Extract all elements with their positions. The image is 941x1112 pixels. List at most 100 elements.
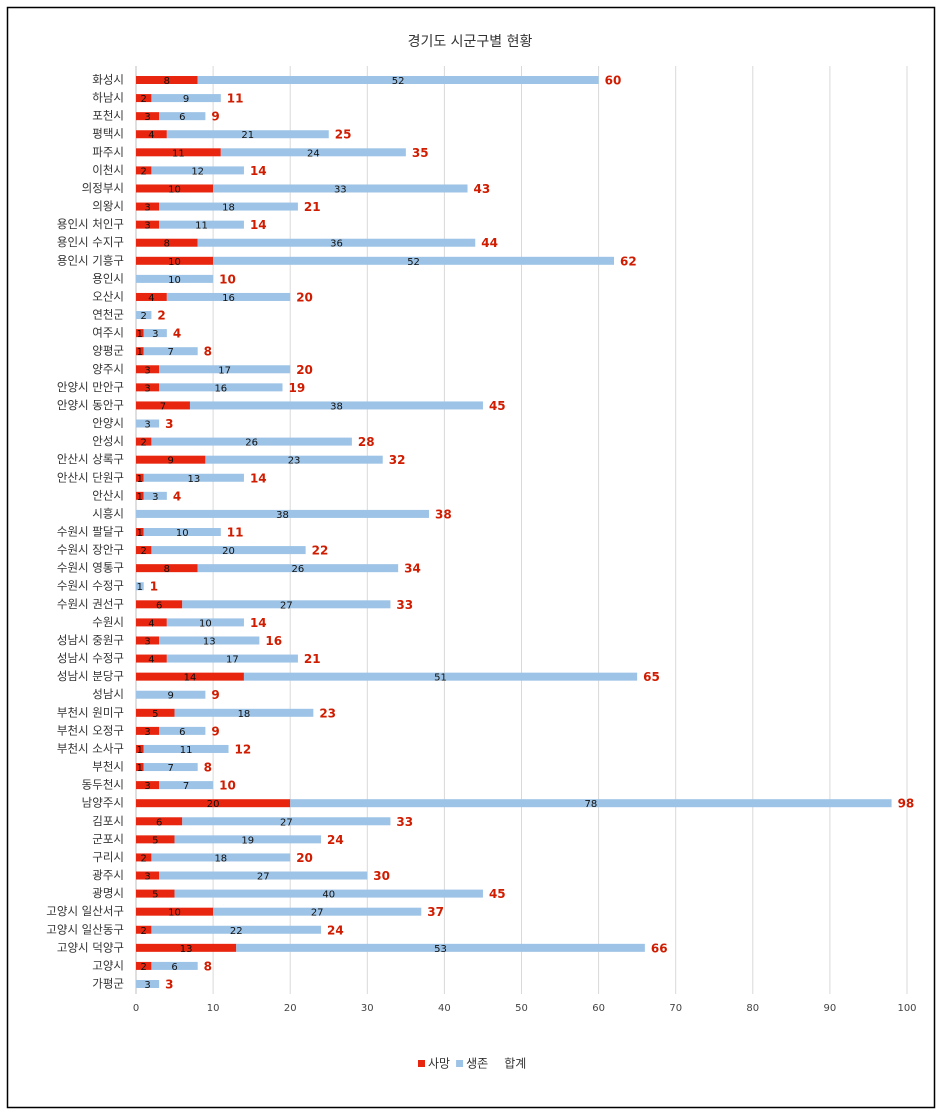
total-label: 10	[219, 779, 236, 793]
segment-label: 4	[148, 655, 154, 666]
bar-segment	[159, 781, 214, 790]
bar-segment	[143, 763, 198, 772]
y-tick-label: 양주시	[92, 362, 124, 376]
total-label: 22	[312, 544, 329, 558]
bar-segment	[166, 654, 298, 663]
bar-segment	[136, 871, 160, 880]
segment-label: 5	[152, 709, 158, 720]
x-tick-label: 0	[133, 1003, 139, 1014]
total-label: 20	[296, 363, 313, 377]
segment-label: 7	[160, 401, 166, 412]
y-tick-label: 가평군	[92, 977, 124, 991]
bar-segment	[136, 311, 152, 320]
segment-label: 1	[137, 474, 143, 485]
y-tick-label: 구리시	[92, 850, 124, 864]
bar-segment	[159, 636, 260, 645]
segment-label: 16	[222, 293, 235, 304]
total-label: 14	[250, 471, 267, 485]
bar-segment	[197, 238, 476, 247]
total-label: 45	[489, 887, 506, 901]
bar-segment	[151, 166, 244, 175]
bar-segment	[136, 763, 144, 772]
bar-segment	[136, 961, 152, 970]
segment-label: 11	[195, 221, 208, 232]
y-tick-label: 부천시	[92, 760, 124, 774]
segment-label: 3	[144, 203, 150, 214]
segment-label: 26	[245, 438, 258, 449]
segment-label: 11	[172, 148, 185, 159]
bar-segment	[136, 618, 167, 627]
segment-label: 13	[180, 944, 193, 955]
total-label: 8	[204, 345, 212, 359]
bar-segment	[136, 419, 160, 428]
y-tick-label: 성남시 분당구	[57, 669, 124, 683]
segment-label: 18	[238, 709, 251, 720]
total-label: 24	[327, 923, 344, 937]
segment-label: 52	[392, 76, 405, 87]
y-tick-label: 수원시 영통구	[57, 561, 124, 575]
segment-label: 23	[288, 456, 301, 467]
segment-label: 14	[184, 673, 197, 684]
segment-label: 2	[141, 311, 147, 322]
total-label: 30	[373, 869, 390, 883]
bar-segment	[213, 907, 422, 916]
total-label: 14	[250, 616, 267, 630]
segment-label: 51	[434, 673, 447, 684]
segment-label: 2	[141, 962, 147, 973]
bar-segment	[151, 94, 221, 103]
bar-segment	[166, 292, 291, 301]
bar-segment	[159, 220, 244, 229]
segment-label: 18	[214, 853, 227, 864]
segment-label: 27	[257, 872, 270, 883]
total-label: 44	[481, 236, 498, 250]
total-label: 16	[265, 634, 282, 648]
x-tick-label: 100	[897, 1003, 916, 1014]
segment-label: 8	[164, 239, 170, 250]
total-label: 21	[304, 652, 321, 666]
total-label: 11	[227, 92, 244, 106]
bar-segment	[159, 365, 291, 374]
y-tick-label: 수원시 권선구	[57, 597, 124, 611]
bar-segment	[143, 329, 167, 338]
bar-segment	[197, 564, 399, 573]
bar-segment	[159, 202, 298, 211]
y-tick-label: 광명시	[92, 886, 124, 900]
y-tick-label: 안산시	[92, 488, 124, 502]
segment-label: 13	[187, 474, 200, 485]
segment-label: 10	[199, 618, 212, 629]
total-label: 8	[204, 959, 212, 973]
bar-segment	[143, 744, 229, 753]
segment-label: 2	[141, 853, 147, 864]
segment-label: 38	[276, 510, 289, 521]
bar-segment	[143, 528, 221, 536]
total-label: 9	[211, 724, 219, 738]
segment-label: 3	[144, 781, 150, 792]
bar-segment	[159, 383, 283, 392]
y-tick-label: 안양시	[92, 416, 124, 430]
total-label: 65	[643, 670, 660, 684]
bar-segment	[136, 636, 160, 645]
bar-segment	[243, 672, 638, 681]
segment-label: 3	[144, 872, 150, 883]
bar-segment	[136, 744, 144, 753]
bar-segment	[143, 491, 167, 500]
bar-segment	[136, 94, 152, 103]
segment-label: 1	[137, 528, 143, 539]
bar-segment	[174, 889, 483, 898]
segment-label: 6	[171, 962, 177, 973]
bar-segment	[136, 76, 198, 84]
bar-segment	[174, 835, 322, 844]
segment-label: 1	[137, 347, 143, 358]
segment-label: 20	[222, 546, 235, 557]
segment-label: 52	[407, 257, 420, 268]
bar-segment	[136, 564, 198, 573]
y-tick-label: 수원시 수정구	[57, 579, 124, 593]
bar-segment	[136, 889, 175, 898]
segment-label: 36	[330, 239, 343, 250]
segment-label: 17	[226, 655, 239, 666]
bar-segment	[136, 238, 198, 247]
bar-segment	[136, 437, 152, 446]
segment-label: 10	[168, 275, 181, 286]
bar-segment	[159, 871, 368, 880]
segment-label: 19	[241, 835, 254, 846]
